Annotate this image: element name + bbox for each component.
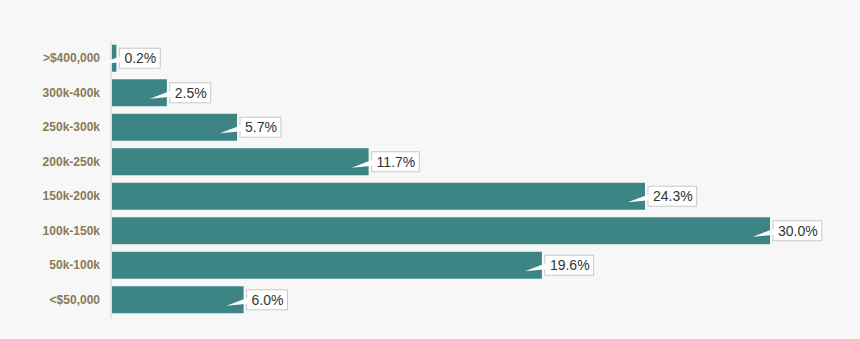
data-label-pointer [220,125,241,133]
bar [112,217,770,244]
data-label-pointer [525,263,546,271]
data-label-pointer [753,229,774,237]
data-label: 19.6% [525,255,594,275]
bar [112,286,244,313]
data-label: 24.3% [628,186,697,206]
data-label-box [119,48,160,68]
data-label-text: 30.0% [778,223,818,239]
data-label-box [170,83,211,103]
data-label-text: 2.5% [175,85,207,101]
bar [112,183,645,210]
category-label: 150k-200k [43,189,101,203]
data-label-text: 11.7% [377,154,416,170]
bar [112,114,237,141]
data-label-box [247,290,288,310]
data-label-text: 0.2% [124,50,156,66]
category-label: 200k-250k [43,155,101,169]
labels: >$400,000 0.2% 300k-400k 2.5% 250k-300k 5.7% 2… [43,48,822,310]
data-label: 2.5% [150,83,211,103]
data-label-box [773,221,822,241]
bar [112,148,369,175]
category-label: 250k-300k [43,120,101,134]
data-label-box [372,152,420,172]
data-label: 30.0% [753,221,822,241]
data-label-box [240,117,281,137]
data-label: 11.7% [352,152,420,172]
category-label: 50k-100k [49,258,100,272]
bar [112,252,542,279]
y-axis-line [111,41,112,319]
data-label-pointer [628,194,649,202]
data-label: 6.0% [227,290,288,310]
category-label: >$400,000 [43,51,100,65]
category-label: <$50,000 [50,293,101,307]
data-label: 5.7% [220,117,281,137]
data-label-text: 6.0% [252,292,284,308]
data-label-text: 24.3% [653,188,693,204]
data-label-box [648,186,697,206]
data-label-text: 19.6% [550,257,590,273]
data-label-box [545,255,594,275]
bars [112,45,770,314]
data-label-text: 5.7% [245,119,277,135]
chart: >$400,000 0.2% 300k-400k 2.5% 250k-300k 5.7% 2… [0,0,860,339]
data-label-pointer [352,160,373,168]
category-label: 300k-400k [43,86,101,100]
category-label: 100k-150k [43,224,101,238]
data-label: 0.2% [99,48,160,68]
bar [112,79,167,106]
data-label-pointer [150,91,171,99]
data-label-pointer [99,56,120,64]
data-label-pointer [227,298,248,306]
